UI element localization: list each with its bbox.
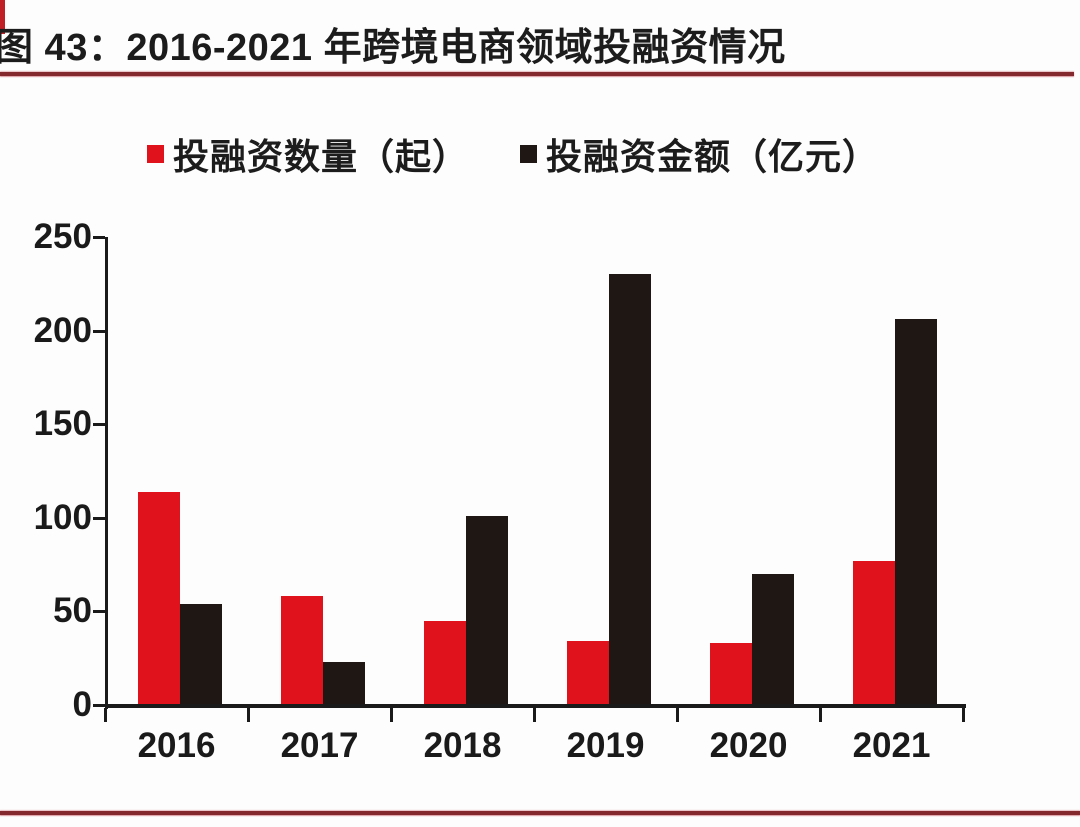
bar-amount-2019 [608,274,651,705]
x-axis-tick-1 [247,708,250,722]
y-axis-tick-200 [93,329,105,333]
bar-quantity-2021 [852,560,895,705]
y-axis-tick-50 [93,610,105,614]
bar-amount-2021 [894,319,937,705]
legend-item-quantity: 投融资数量（起） [147,132,469,177]
y-axis-line [105,237,108,709]
x-axis-label-2016: 2016 [137,726,216,765]
y-axis-label-200: 200 [33,310,92,350]
y-axis-label-50: 50 [53,591,92,631]
x-axis-label-2017: 2017 [280,726,359,765]
x-axis-line [105,704,966,708]
bar-amount-2016 [179,603,222,705]
x-axis-label-2021: 2021 [852,726,931,765]
bar-amount-2018 [465,515,508,705]
legend-item-amount: 投融资金额（亿元） [520,132,879,177]
legend-label-quantity: 投融资数量（起） [173,136,470,177]
bottom-divider-line [0,811,1080,815]
x-axis-label-2020: 2020 [709,726,788,765]
y-axis-label-100: 100 [33,497,92,537]
x-axis-tick-6 [962,708,965,722]
bar-quantity-2018 [423,620,466,705]
y-axis-tick-150 [93,423,105,427]
y-axis-tick-100 [93,516,105,520]
legend-label-amount: 投融资金额（亿元） [546,136,880,177]
bar-quantity-2017 [280,596,323,705]
bar-amount-2017 [322,661,365,705]
y-axis-label-0: 0 [72,685,92,724]
x-axis-tick-5 [819,708,822,722]
bar-quantity-2020 [709,643,752,705]
y-axis-tick-0 [93,704,105,707]
bar-amount-2020 [751,573,794,705]
bar-quantity-2019 [566,641,609,705]
legend-swatch-amount-icon [520,145,537,163]
title-divider-line [0,72,1074,76]
y-axis-label-150: 150 [33,404,92,444]
legend-swatch-quantity-icon [147,145,164,163]
x-axis-tick-0 [104,708,107,722]
y-axis-label-250: 250 [33,217,92,256]
figure-title: 图 43：2016-2021 年跨境电商领域投融资情况 [0,27,786,69]
bar-quantity-2016 [137,491,180,705]
x-axis-tick-4 [676,708,679,722]
x-axis-tick-2 [390,708,393,722]
x-axis-tick-3 [533,708,536,722]
x-axis-label-2019: 2019 [566,726,645,765]
x-axis-label-2018: 2018 [423,726,502,765]
corner-accent-line [0,0,5,34]
y-axis-tick-250 [93,236,105,239]
